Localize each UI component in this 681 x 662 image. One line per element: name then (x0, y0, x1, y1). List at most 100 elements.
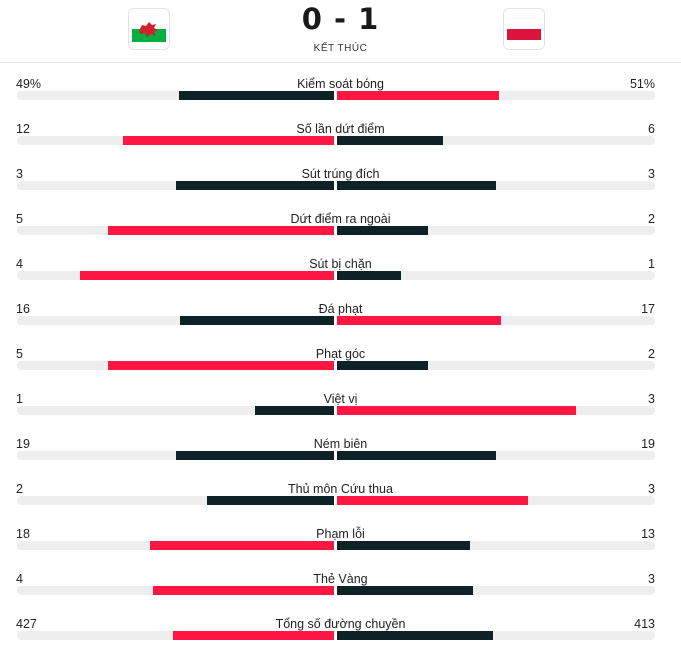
home-stat-value: 19 (16, 437, 30, 451)
away-stat-bar-track (337, 91, 655, 100)
away-stat-value: 2 (648, 212, 655, 226)
home-stat-value: 1 (16, 392, 23, 406)
home-stat-bar-track (17, 181, 334, 190)
away-stat-bar (337, 361, 428, 370)
home-stat-value: 49% (16, 77, 42, 91)
away-stat-bar (337, 181, 496, 190)
away-stat-bar (337, 631, 494, 640)
home-stat-bar (107, 361, 334, 370)
stat-row: 3 Sút trúng đích 3 (0, 167, 681, 212)
stat-label: Dứt điểm ra ngoài (290, 212, 391, 226)
away-stat-bar (337, 226, 428, 235)
away-stat-bar (337, 451, 496, 460)
home-stat-bar-track (17, 136, 334, 145)
home-stat-value: 3 (16, 167, 23, 181)
home-stat-bar (107, 226, 334, 235)
stat-label: Số lần dứt điểm (296, 122, 385, 136)
home-stat-bar (153, 586, 334, 595)
home-team-logo[interactable] (128, 8, 170, 50)
away-stat-bar (337, 406, 576, 415)
home-stat-bar-track (17, 451, 334, 460)
stat-row: 4 Thẻ Vàng 3 (0, 572, 681, 617)
away-stat-bar-track (337, 451, 655, 460)
stat-row: 49% Kiểm soát bóng 51% (0, 77, 681, 122)
away-stat-value: 3 (648, 572, 655, 586)
away-stat-value: 13 (641, 527, 655, 541)
stat-row: 1 Việt vị 3 (0, 392, 681, 437)
home-stat-bar-track (17, 91, 334, 100)
home-stat-bar (122, 136, 334, 145)
away-stat-bar (337, 496, 528, 505)
stat-label: Thẻ Vàng (313, 572, 368, 586)
away-stat-bar-track (337, 496, 655, 505)
away-stat-bar-track (337, 586, 655, 595)
away-stat-value: 413 (634, 617, 655, 631)
wales-flag-icon (132, 16, 166, 42)
stat-row: 19 Ném biên 19 (0, 437, 681, 482)
stat-row: 427 Tổng số đường chuyền 413 (0, 617, 681, 662)
home-stat-value: 18 (16, 527, 30, 541)
stat-row: 12 Số lần dứt điểm 6 (0, 122, 681, 167)
away-stat-bar (337, 316, 501, 325)
home-stat-bar-track (17, 586, 334, 595)
stat-row: 18 Phạm lỗi 13 (0, 527, 681, 572)
stat-row: 2 Thủ môn Cứu thua 3 (0, 482, 681, 527)
home-stat-value: 5 (16, 347, 23, 361)
home-stat-bar (207, 496, 334, 505)
away-stat-value: 1 (648, 257, 655, 271)
stat-label: Sút trúng đích (301, 167, 380, 181)
stat-label: Đá phạt (318, 302, 363, 316)
home-stat-value: 16 (16, 302, 30, 316)
home-stat-bar (175, 451, 334, 460)
away-stat-bar-track (337, 541, 655, 550)
away-stat-bar-track (337, 181, 655, 190)
match-header: 0 - 1 KẾT THÚC (0, 0, 681, 63)
home-stat-bar-track (17, 226, 334, 235)
away-stat-bar (337, 136, 443, 145)
home-stat-value: 12 (16, 122, 30, 136)
stat-row: 16 Đá phạt 17 (0, 302, 681, 347)
stat-label: Thủ môn Cứu thua (288, 482, 393, 496)
away-stat-value: 51% (629, 77, 655, 91)
stat-row: 5 Dứt điểm ra ngoài 2 (0, 212, 681, 257)
away-stat-value: 3 (648, 392, 655, 406)
home-stat-bar (172, 631, 334, 640)
home-stat-bar-track (17, 541, 334, 550)
poland-flag-icon (507, 18, 541, 40)
stat-label: Kiểm soát bóng (297, 77, 384, 91)
home-stat-bar-track (17, 316, 334, 325)
home-stat-bar-track (17, 631, 334, 640)
away-stat-bar-track (337, 316, 655, 325)
stat-row: 4 Sút bị chặn 1 (0, 257, 681, 302)
home-stat-value: 5 (16, 212, 23, 226)
away-stat-bar-track (337, 226, 655, 235)
match-status: KẾT THÚC (313, 43, 368, 54)
away-stat-value: 3 (648, 482, 655, 496)
home-stat-bar (175, 181, 334, 190)
away-team-logo[interactable] (503, 8, 545, 50)
away-stat-bar (337, 271, 401, 280)
home-stat-bar-track (17, 361, 334, 370)
home-stat-bar (178, 91, 334, 100)
stat-label: Phạt góc (315, 347, 366, 361)
home-stat-bar-track (17, 496, 334, 505)
home-stat-value: 2 (16, 482, 23, 496)
stat-label: Ném biên (313, 437, 368, 451)
away-stat-bar-track (337, 136, 655, 145)
away-stat-bar-track (337, 361, 655, 370)
away-stat-bar-track (337, 406, 655, 415)
home-stat-bar (254, 406, 334, 415)
stat-label: Việt vị (323, 392, 358, 406)
match-score: 0 - 1 (301, 2, 380, 36)
stat-label: Phạm lỗi (316, 527, 365, 541)
away-stat-value: 2 (648, 347, 655, 361)
away-stat-value: 17 (641, 302, 655, 316)
away-stat-bar (337, 541, 471, 550)
stat-label: Tổng số đường chuyền (275, 617, 406, 631)
away-stat-bar-track (337, 631, 655, 640)
home-stat-bar (149, 541, 334, 550)
away-stat-bar (337, 91, 500, 100)
home-stat-value: 4 (16, 572, 23, 586)
home-stat-value: 427 (16, 617, 37, 631)
home-stat-bar-track (17, 271, 334, 280)
